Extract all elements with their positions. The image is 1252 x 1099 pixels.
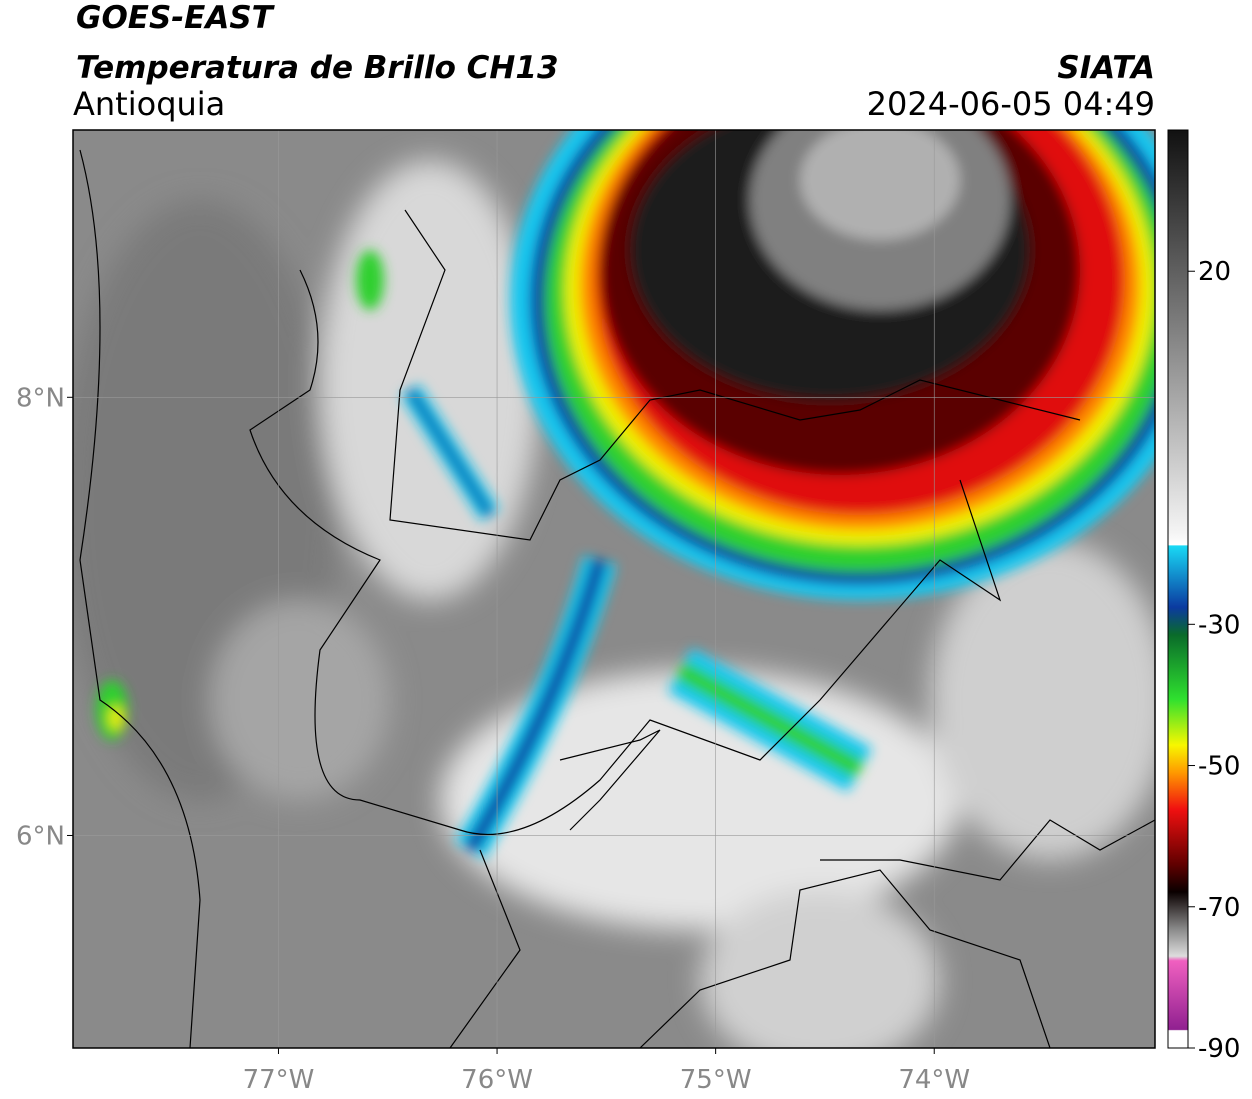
datetime: 2024-06-05 04:49 [867, 85, 1155, 123]
y-tick-label: 6°N [16, 821, 65, 851]
colorbar-tick-label: -70 [1198, 893, 1240, 923]
colorbar-tick-label: -50 [1198, 752, 1240, 782]
x-tick-label: 77°W [243, 1065, 315, 1095]
title: GOES-EAST [76, 0, 276, 36]
y-tick-label: 8°N [16, 383, 65, 413]
source: SIATA [1057, 50, 1155, 86]
x-tick-label: 74°W [898, 1065, 970, 1095]
satellite-image [73, 130, 1155, 1048]
colorbar [1167, 129, 1189, 1049]
colorbar-tick-label: -90 [1198, 1034, 1240, 1064]
region: Antioquia [73, 85, 225, 123]
colorbar-tick-label: -30 [1198, 610, 1240, 640]
x-tick-label: 75°W [680, 1065, 752, 1095]
subtitle: Temperatura de Brillo CH13 [76, 50, 559, 86]
colorbar-tick-label: 20 [1198, 257, 1231, 287]
graticule [73, 130, 1155, 1048]
x-tick-label: 76°W [461, 1065, 533, 1095]
map-frame [72, 129, 1156, 1049]
